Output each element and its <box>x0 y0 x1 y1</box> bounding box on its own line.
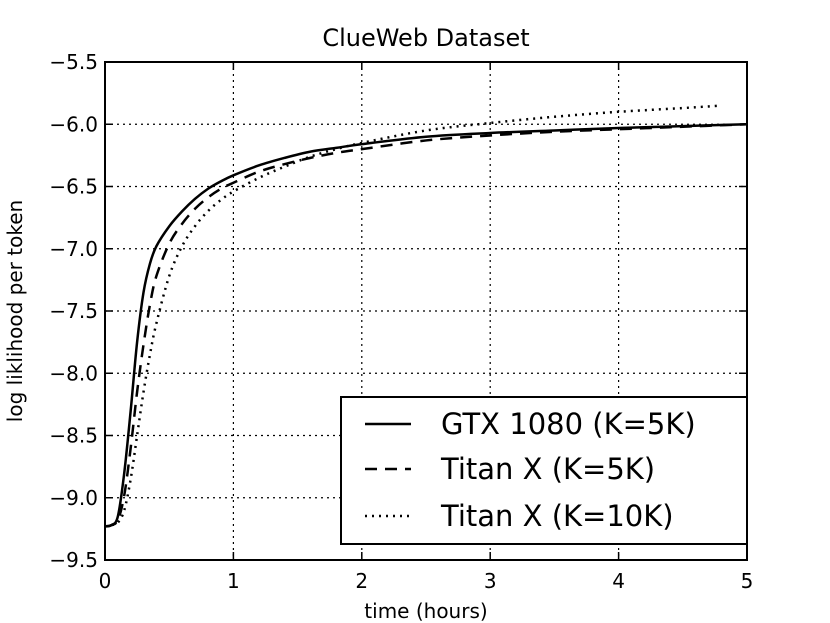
legend-item-gtx-1080: GTX 1080 (K=5K) <box>365 407 696 441</box>
legend-label-titan-x-5k: Titan X (K=5K) <box>440 452 655 486</box>
series-line-solid <box>104 123 748 528</box>
chart-title: ClueWeb Dataset <box>322 24 529 52</box>
legend-box <box>340 396 748 545</box>
y-tick-label: −7.0 <box>49 237 98 261</box>
y-tick-label: −5.5 <box>49 50 98 74</box>
legend-label-titan-x-10k: Titan X (K=10K) <box>440 499 674 533</box>
y-tick-label: −6.5 <box>49 175 98 199</box>
y-tick-label: −9.5 <box>49 548 98 572</box>
y-tick-label: −8.5 <box>49 424 98 448</box>
y-tick-label: −6.0 <box>49 112 98 136</box>
series-line-dashed <box>104 123 748 528</box>
legend: GTX 1080 (K=5K) Titan X (K=5K) Titan X (… <box>340 396 748 545</box>
legend-item-titan-x-10k: Titan X (K=10K) <box>365 499 674 533</box>
y-axis-label: log liklihood per token <box>3 200 27 422</box>
x-tick-label: 5 <box>741 569 754 593</box>
x-tick-label: 0 <box>99 569 112 593</box>
axis-ticks: 0 1 2 3 4 5 −5.5 −6.0 −6.5 −7.0 −7.5 −8.0 −8.5 −9.0 −9… <box>49 50 753 593</box>
x-tick-label: 3 <box>484 569 497 593</box>
y-tick-label: −9.0 <box>49 486 98 510</box>
legend-item-titan-x-5k: Titan X (K=5K) <box>365 452 655 486</box>
y-tick-label: −7.5 <box>49 299 98 323</box>
x-axis-label: time (hours) <box>364 599 487 623</box>
series-group <box>104 104 748 528</box>
legend-label-gtx-1080: GTX 1080 (K=5K) <box>441 407 696 441</box>
y-tick-label: −8.0 <box>49 361 98 385</box>
x-tick-label: 4 <box>612 569 625 593</box>
x-tick-label: 1 <box>227 569 240 593</box>
x-tick-label: 2 <box>355 569 368 593</box>
